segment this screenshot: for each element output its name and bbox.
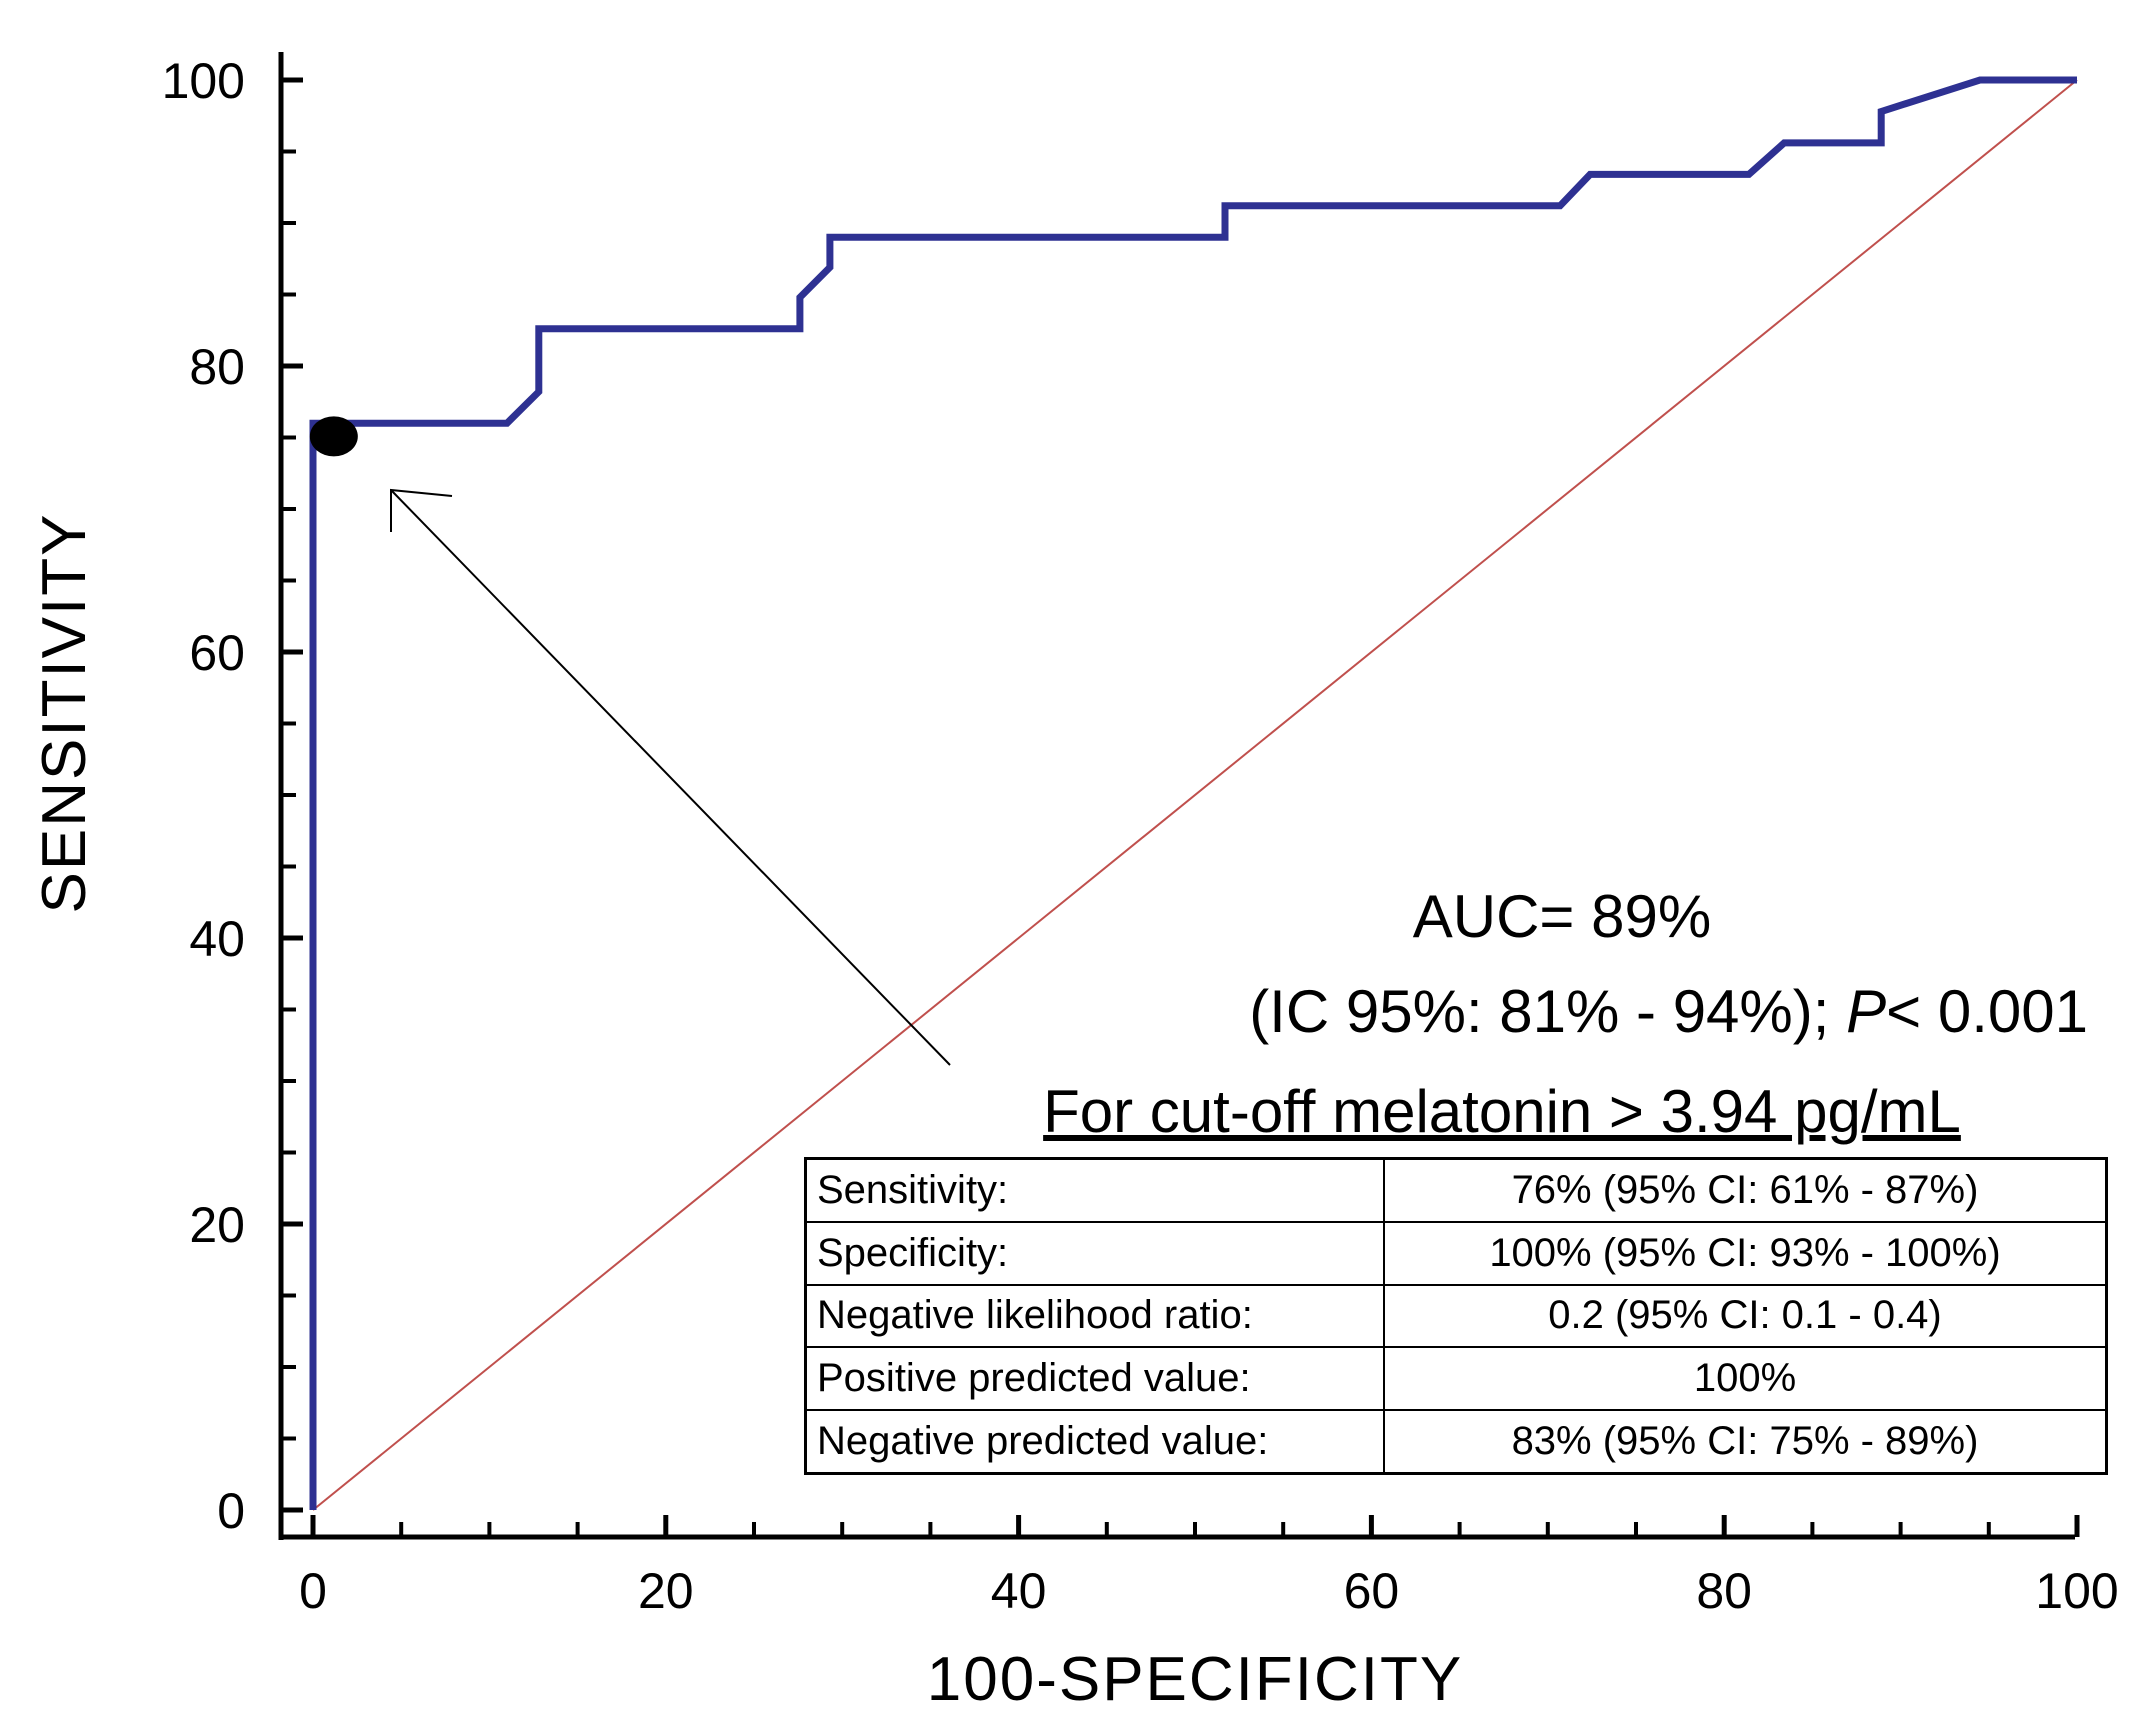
x-tick-label: 20 (638, 1563, 694, 1619)
reference-diagonal-line (312, 79, 2078, 1511)
minor-ticks (281, 149, 1991, 1537)
row-value: 0.2 (95% CI: 0.1 - 0.4) (1383, 1283, 2108, 1349)
x-axis-title: 100-SPECIFICITY (927, 1645, 1463, 1714)
row-label: Positive predicted value: (804, 1346, 1385, 1412)
cutoff-label: For cut-off melatonin > 3.94 pg/mL (1043, 1078, 1961, 1145)
table-row: Negative predicted value: 83% (95% CI: 7… (804, 1409, 2108, 1475)
p-symbol: P (1846, 978, 1886, 1045)
row-label: Sensitivity: (804, 1157, 1385, 1223)
row-value: 76% (95% CI: 61% - 87%) (1383, 1157, 2108, 1223)
auc-label: AUC= 89% (1413, 883, 1711, 950)
cutoff-point-marker (309, 416, 358, 457)
annotation-arrow (390, 489, 951, 1066)
row-value: 83% (95% CI: 75% - 89%) (1383, 1409, 2108, 1475)
row-value: 100% (1383, 1346, 2108, 1412)
table-row: Negative likelihood ratio: 0.2 (95% CI: … (804, 1283, 2108, 1349)
p-value: < 0.001 (1886, 978, 2088, 1045)
row-label: Specificity: (804, 1220, 1385, 1286)
major-ticks (281, 77, 2080, 1537)
tick-labels: 0 20 40 60 80 100 0 20 40 60 80 100 (162, 53, 2119, 1619)
y-tick-label: 40 (189, 911, 245, 967)
x-tick-label: 0 (299, 1563, 327, 1619)
x-tick-label: 100 (2035, 1563, 2118, 1619)
roc-curve (309, 76, 2077, 1510)
table-row: Positive predicted value: 100% (804, 1346, 2108, 1412)
arrow-head (390, 488, 453, 532)
y-tick-label: 60 (189, 625, 245, 681)
y-tick-label: 20 (189, 1197, 245, 1253)
confidence-interval-label: (IC 95%: 81% - 94%); P< 0.001 (1249, 978, 2088, 1045)
diagnostic-stats-table: Sensitivity: 76% (95% CI: 61% - 87%) Spe… (804, 1157, 2108, 1475)
row-label: Negative predicted value: (804, 1409, 1385, 1475)
y-tick-label: 100 (162, 53, 245, 109)
x-tick-label: 60 (1344, 1563, 1400, 1619)
y-tick-label: 80 (189, 339, 245, 395)
row-label: Negative likelihood ratio: (804, 1283, 1385, 1349)
ci-text: (IC 95%: 81% - 94%); (1249, 978, 1846, 1045)
row-value: 100% (95% CI: 93% - 100%) (1383, 1220, 2108, 1286)
x-tick-label: 40 (991, 1563, 1047, 1619)
y-axis-title: SENSITIVITY (30, 513, 99, 914)
x-tick-label: 80 (1696, 1563, 1752, 1619)
y-tick-label: 0 (217, 1483, 245, 1539)
table-row: Specificity: 100% (95% CI: 93% - 100%) (804, 1220, 2108, 1286)
table-row: Sensitivity: 76% (95% CI: 61% - 87%) (804, 1157, 2108, 1223)
